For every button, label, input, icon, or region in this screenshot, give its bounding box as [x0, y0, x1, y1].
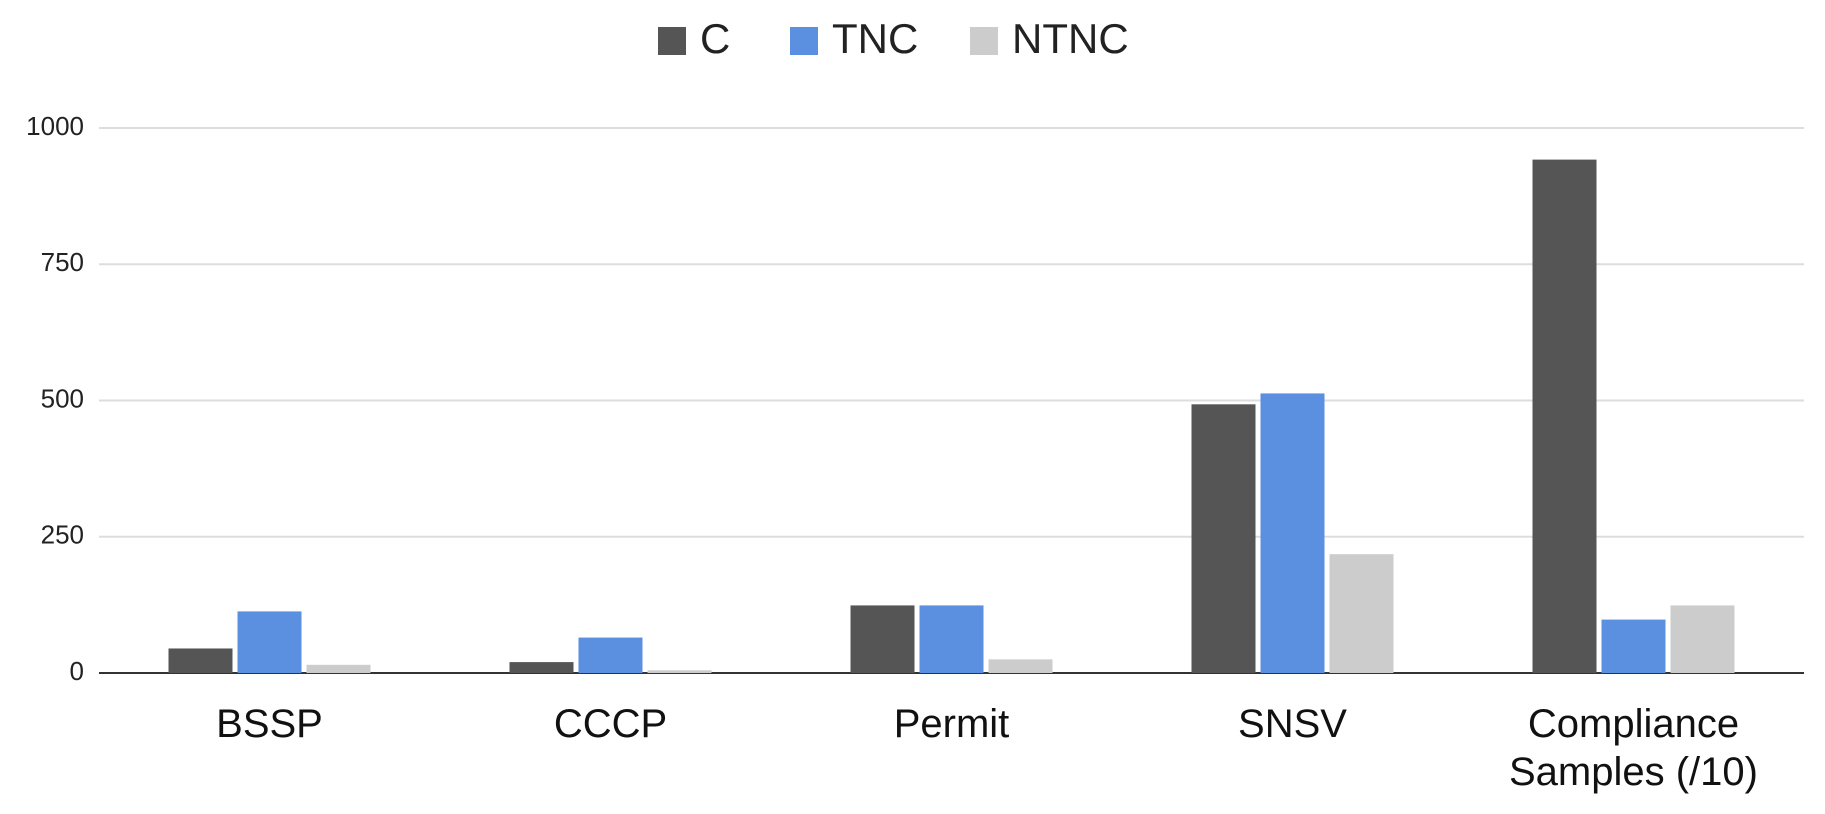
bar — [988, 659, 1053, 673]
legend-label: TNC — [832, 15, 918, 62]
bar — [850, 605, 915, 673]
y-tick-label: 750 — [41, 247, 84, 277]
legend-label: NTNC — [1012, 15, 1129, 62]
bar — [1191, 404, 1256, 673]
bar — [1601, 619, 1666, 673]
bar — [306, 664, 371, 673]
legend-swatch — [658, 27, 686, 55]
legend-label: C — [700, 15, 730, 62]
x-tick-label: Compliance Samples (/10) — [1509, 702, 1758, 794]
legend-swatch — [790, 27, 818, 55]
y-tick-label: 250 — [41, 520, 84, 550]
y-tick-label: 0 — [70, 656, 84, 686]
x-tick-label: CCCP — [553, 702, 668, 746]
bar — [1260, 393, 1325, 673]
bar — [647, 670, 712, 673]
bar — [237, 611, 302, 673]
y-tick-label: 500 — [41, 383, 84, 413]
x-tick-label: BSSP — [216, 702, 323, 746]
bar — [1670, 605, 1735, 673]
x-tick-label: Permit — [893, 702, 1010, 746]
bar — [168, 648, 233, 673]
bar — [1532, 159, 1597, 674]
bar — [578, 637, 643, 673]
legend-swatch — [970, 27, 998, 55]
bar — [1329, 554, 1394, 673]
x-tick-label: SNSV — [1238, 702, 1347, 746]
bar — [919, 605, 984, 673]
bar — [509, 662, 574, 673]
y-tick-label: 1000 — [26, 111, 84, 141]
